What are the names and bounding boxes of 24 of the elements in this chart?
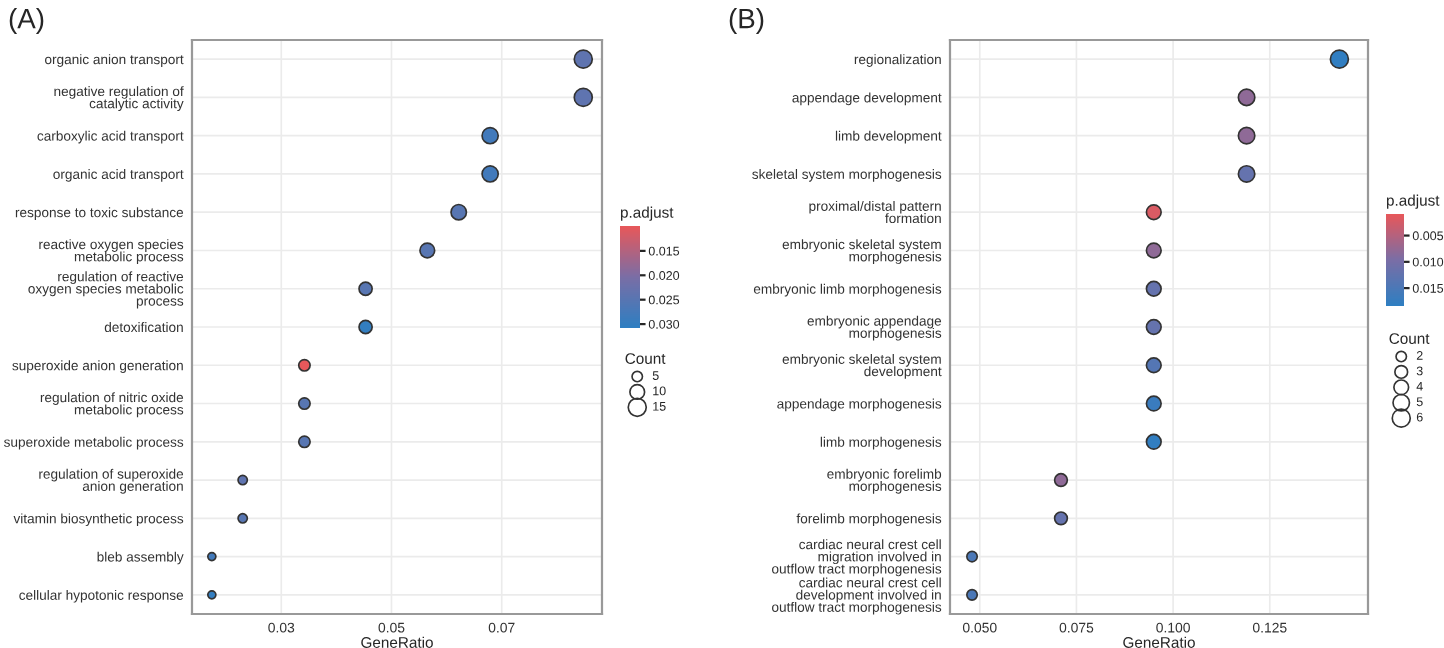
point [1145,204,1162,221]
point [358,319,373,335]
point [1145,280,1162,297]
point [481,165,500,183]
point [1145,357,1162,374]
point [1145,395,1162,412]
point [297,397,311,411]
point [1237,88,1256,107]
point [1145,318,1162,336]
point [1237,164,1256,183]
chart-title: (B) [729,8,764,34]
chart-title: (A) [9,8,44,34]
point [358,281,373,297]
point [297,435,311,449]
point [297,358,311,372]
point [481,126,500,145]
point [1329,49,1350,69]
point [1145,433,1162,450]
point [1145,242,1162,259]
point [450,203,468,221]
point [1053,511,1069,526]
point [419,242,436,259]
point [1237,126,1256,145]
point [1053,472,1069,488]
